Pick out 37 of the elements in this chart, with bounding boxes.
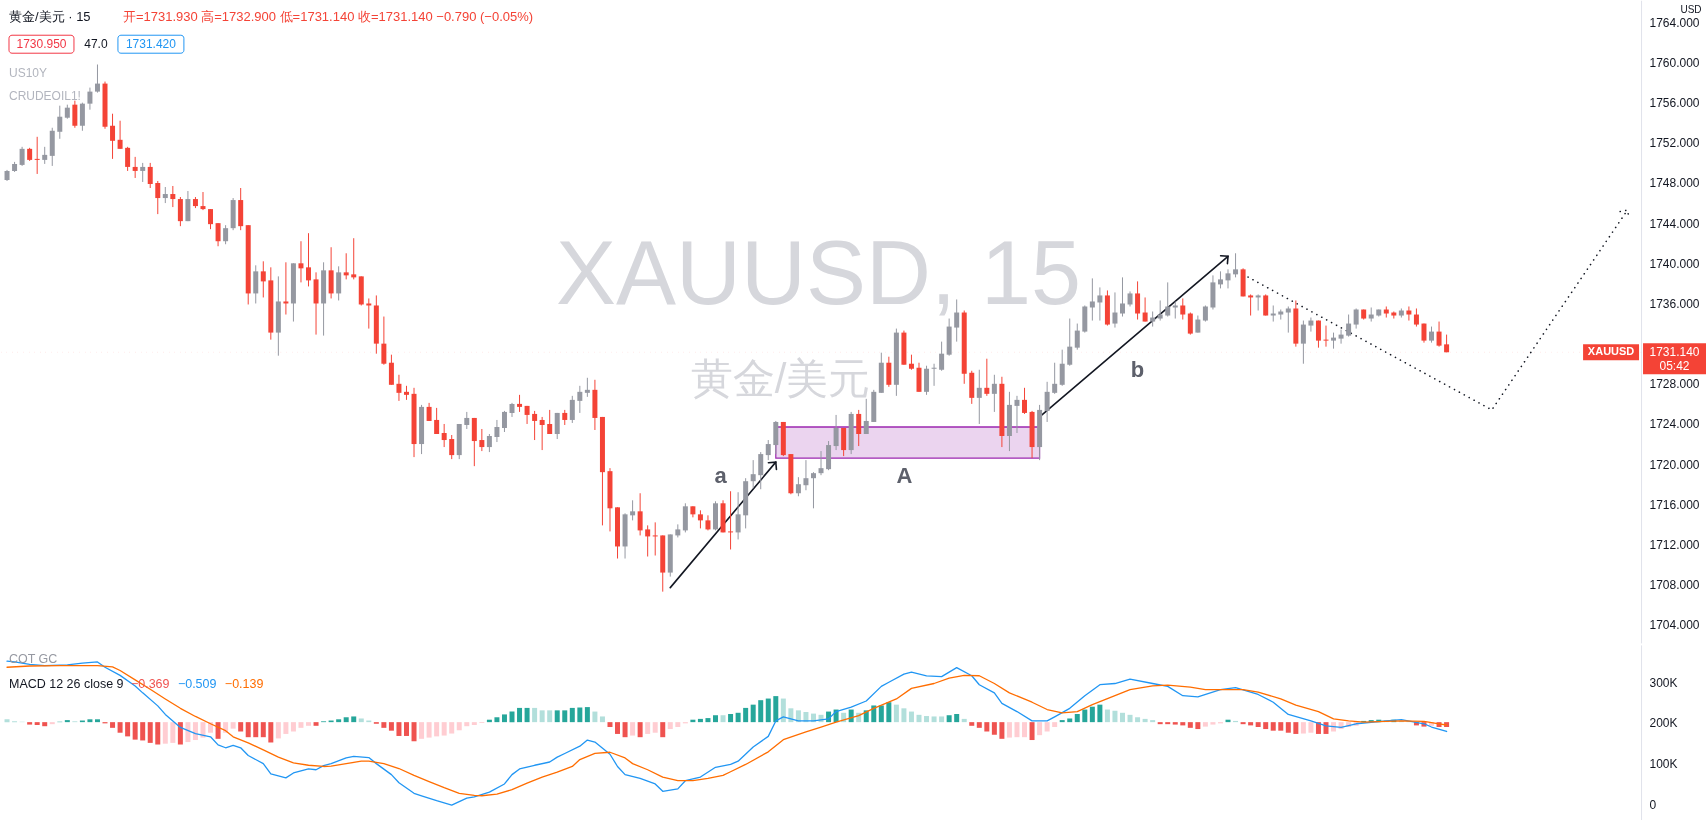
y-tick-label: 1728.000 — [1649, 377, 1700, 392]
y-tick-label: 100K — [1649, 757, 1678, 772]
y-tick-label: 1716.000 — [1649, 497, 1700, 512]
y-tick-label: 1744.000 — [1649, 216, 1700, 231]
y-tick-label: 1708.000 — [1649, 578, 1700, 593]
y-tick-label: 200K — [1649, 716, 1678, 731]
annotation: 1731.420 — [125, 37, 177, 52]
y-tick-label: 0 — [1649, 797, 1657, 812]
y-tick-label: 300K — [1649, 675, 1678, 690]
annotation: A — [896, 462, 913, 488]
annotation: XAUUSD — [1587, 345, 1635, 358]
annotation: −0.509 — [177, 676, 217, 691]
annotation: a — [714, 462, 728, 488]
y-tick-label: 1748.000 — [1649, 176, 1700, 191]
y-tick-label: 1724.000 — [1649, 417, 1700, 432]
y-tick-label: 1740.000 — [1649, 256, 1700, 271]
ref-line-label: 1731.140 — [1649, 345, 1700, 360]
y-tick-label: 1764.000 — [1649, 15, 1700, 30]
y-axis-title: USD — [1680, 4, 1702, 16]
y-tick-label: 1752.000 — [1649, 136, 1700, 151]
annotation: 1730.950 — [16, 37, 67, 52]
annotation: b — [1130, 357, 1145, 383]
y-tick-label: 1756.000 — [1649, 96, 1700, 111]
annotation: COT GC — [8, 651, 58, 666]
y-tick-label: 1760.000 — [1649, 55, 1700, 70]
text: 开=1731.930 高=1732.900 低=1731.140 收=1731.140 −0.790 (−0.05%) — [122, 9, 534, 25]
text: MACD 12 26 close 9 — [8, 676, 124, 691]
annotation: CRUDEOIL1! — [8, 89, 81, 104]
y-tick-label: 1712.000 — [1649, 537, 1700, 552]
y-tick-label: 1704.000 — [1649, 618, 1700, 633]
text: 黄金/美元 · 15 — [8, 9, 91, 25]
y-tick-label: 1736.000 — [1649, 296, 1700, 311]
y-tick-label: 1720.000 — [1649, 457, 1700, 472]
text: 05:42 — [1659, 359, 1690, 374]
annotation: US10Y — [8, 66, 47, 81]
annotation: 47.0 — [84, 37, 108, 52]
annotation: −0.139 — [224, 676, 264, 691]
